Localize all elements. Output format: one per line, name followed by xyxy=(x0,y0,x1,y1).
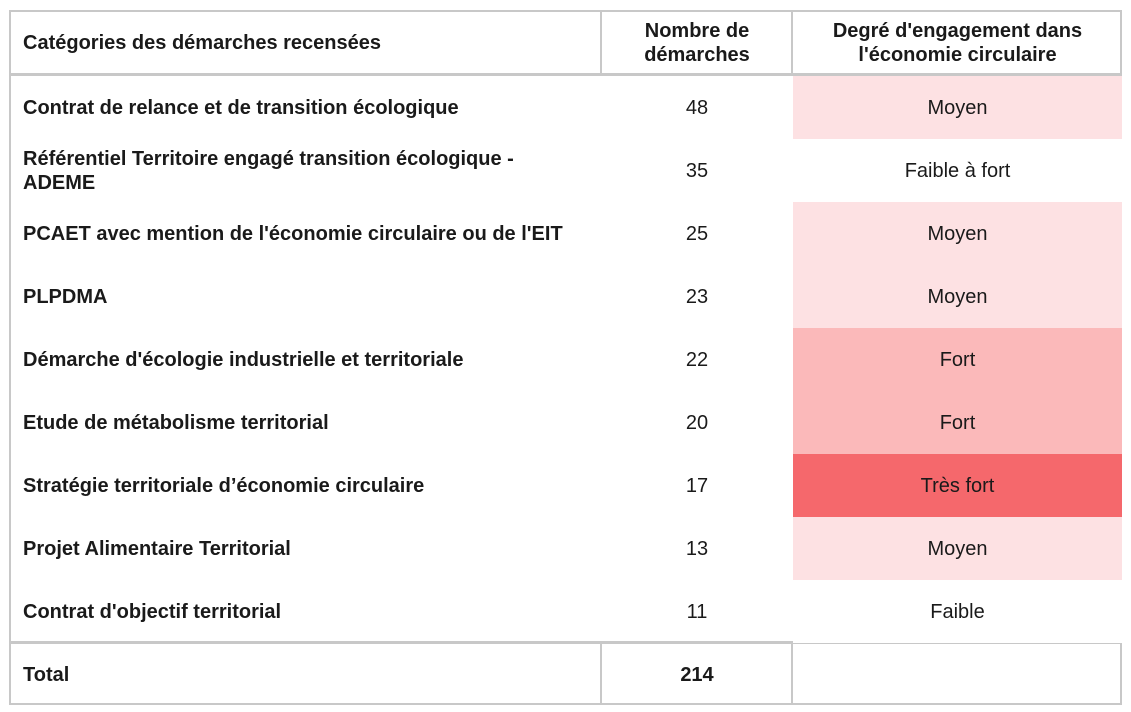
table-row-degree: Faible à fort xyxy=(793,139,1122,202)
total-divider-1 xyxy=(600,642,602,705)
header-category: Catégories des démarches recensées xyxy=(23,31,381,54)
table-row-count: 25 xyxy=(685,222,709,245)
header-degree: Degré d'engagement dans l'économie circu… xyxy=(832,19,1083,66)
table-row-category: Stratégie territoriale d’économie circul… xyxy=(23,474,425,497)
header-separator xyxy=(11,73,1120,76)
table-row-degree: Très fort xyxy=(793,454,1122,517)
table-row-count: 35 xyxy=(685,159,709,182)
table-row-degree: Faible xyxy=(793,580,1122,643)
table-row-count: 11 xyxy=(686,600,708,623)
total-divider-2 xyxy=(791,642,793,705)
header-count: Nombre de démarches xyxy=(644,19,750,66)
total-separator xyxy=(11,641,1120,644)
table-row-category: PLPDMA xyxy=(23,285,108,308)
table-row-count: 17 xyxy=(685,474,709,497)
table-row-category: Projet Alimentaire Territorial xyxy=(23,537,291,560)
table-row-category: Référentiel Territoire engagé transition… xyxy=(23,147,514,194)
total-count: 214 xyxy=(680,663,714,686)
table-row-count: 20 xyxy=(685,411,709,434)
table-row-count: 23 xyxy=(685,285,709,308)
table-row-degree: Moyen xyxy=(793,517,1122,580)
table-row-category: Contrat d'objectif territorial xyxy=(23,600,282,623)
table-row-category: Démarche d'écologie industrielle et terr… xyxy=(23,348,464,371)
table-row-count: 22 xyxy=(685,348,709,371)
total-label: Total xyxy=(23,663,70,686)
table-row-degree: Fort xyxy=(793,328,1122,391)
total-degree xyxy=(793,644,1122,705)
table-row-category: Etude de métabolisme territorial xyxy=(23,411,329,434)
table-row-degree: Moyen xyxy=(793,265,1122,328)
table-row-degree: Fort xyxy=(793,391,1122,454)
table-row-category: PCAET avec mention de l'économie circula… xyxy=(23,222,563,245)
demarches-table: Catégories des démarches recensées Nombr… xyxy=(9,10,1122,705)
table-row-degree: Moyen xyxy=(793,202,1122,265)
table-row-count: 48 xyxy=(685,96,709,119)
header-divider-1 xyxy=(600,12,602,74)
table-row-category: Contrat de relance et de transition écol… xyxy=(23,96,459,119)
header-divider-2 xyxy=(791,12,793,74)
table-row-count: 13 xyxy=(685,537,709,560)
table-row-degree: Moyen xyxy=(793,76,1122,139)
